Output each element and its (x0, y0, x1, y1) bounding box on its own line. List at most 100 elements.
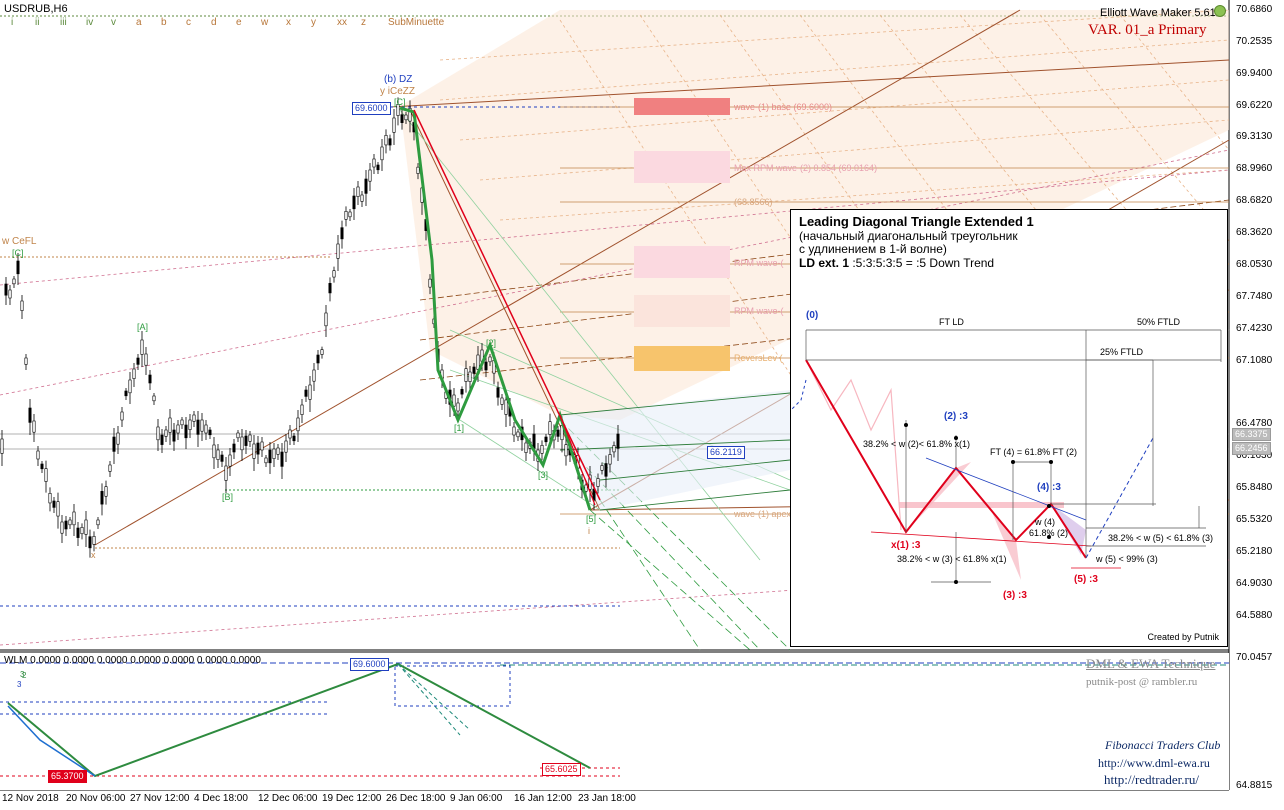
date-axis-label: 23 Jan 18:00 (578, 793, 636, 804)
candle (172, 429, 176, 442)
candle (248, 434, 252, 442)
candle (368, 169, 372, 182)
wave-label-2: [2] (486, 338, 497, 348)
candle (464, 368, 468, 382)
brand-email: putnik-post @ rambler.ru (1086, 676, 1198, 688)
candle (16, 260, 20, 275)
candle (304, 389, 308, 397)
candle (96, 519, 100, 526)
candle (116, 432, 120, 445)
zone-rpm1 (634, 246, 730, 278)
price-axis-label: 67.1080 (1236, 355, 1273, 366)
candle (596, 478, 600, 487)
wlm-axis-bottom: 64.8815 (1236, 780, 1273, 791)
candle (604, 463, 608, 477)
candle (164, 429, 168, 437)
price-axis-label: 65.5320 (1236, 514, 1273, 525)
candle (236, 432, 240, 439)
brand-technique: DML & EWA Technique (1086, 656, 1216, 671)
price-axis-label: 65.8480 (1236, 482, 1273, 493)
candle (8, 289, 12, 299)
wlm-mini-label-b: 2 (22, 671, 27, 680)
price-axis-label: 64.9030 (1236, 578, 1273, 589)
candle (488, 356, 492, 363)
price-axis-label: 67.4230 (1236, 323, 1273, 334)
indicator-status-icon[interactable] (1214, 5, 1226, 17)
candle (280, 451, 284, 467)
candle (584, 484, 588, 492)
candle (200, 419, 204, 432)
brand-club: Fibonacci Traders Club (1105, 738, 1221, 752)
wave-label-c-left: [C] (12, 248, 24, 258)
degree-label: xx (337, 17, 347, 28)
candle (352, 195, 356, 210)
candle (60, 521, 64, 534)
degree-label: c (186, 17, 191, 28)
candle (500, 397, 504, 405)
date-axis-label: 12 Nov 2018 (2, 793, 59, 804)
candle (416, 166, 420, 174)
degree-label: v (111, 17, 116, 28)
ld-ft-ld: FT LD (939, 317, 964, 327)
ld-subtitle-ru2: с удлинением в 1-й волне) (799, 242, 947, 256)
degree-label: SubMinuette (388, 17, 445, 28)
candle (68, 519, 72, 526)
wave-label-a: [A] (137, 322, 149, 332)
candle (84, 519, 88, 535)
date-axis-label: 19 Dec 12:00 (322, 793, 382, 804)
wave-label-b: [B] (222, 492, 234, 502)
wave-label-i: i (588, 526, 590, 536)
wave-path-green (399, 106, 592, 511)
candle (272, 448, 276, 459)
candle (20, 300, 24, 311)
level-max-rpm: Max RPM wave-(2) 0.854 (69.0164) (734, 163, 878, 173)
candle (504, 399, 508, 415)
level-rpm2: RPM wave-( (734, 306, 784, 316)
candle (256, 442, 260, 455)
degree-label: ii (35, 17, 40, 28)
price-tag-current: 66.2119 (707, 446, 745, 459)
candle (556, 429, 560, 437)
candle (600, 465, 604, 471)
candle (40, 463, 44, 470)
candle (12, 278, 16, 285)
price-axis-label: 68.9960 (1236, 163, 1273, 174)
candle (516, 431, 520, 438)
candle (328, 283, 332, 294)
candle (204, 424, 208, 434)
candle (288, 429, 292, 439)
price-tag-current-a: 66.3375 (1232, 428, 1271, 441)
degree-label: iv (86, 17, 94, 28)
brand-link-redtrader[interactable]: http://redtrader.ru/ (1104, 772, 1199, 787)
candle (372, 158, 376, 168)
symbol-label: USDRUB,H6 (4, 3, 68, 15)
candle (216, 449, 220, 460)
candle (120, 411, 124, 421)
candle (168, 417, 172, 433)
wlm-top-value: 69.6000 (350, 658, 389, 671)
price-axis-label: 70.6860 (1236, 4, 1273, 15)
candle (28, 407, 32, 423)
candle (300, 404, 304, 415)
wave-label-x: x (91, 550, 96, 560)
candle (212, 444, 216, 459)
candle (400, 114, 404, 123)
wlm-mini-label-c: 3 (17, 680, 22, 689)
price-axis-label: 64.5880 (1236, 610, 1273, 621)
brand-link-dml[interactable]: http://www.dml-ewa.ru (1098, 756, 1210, 770)
date-axis-label: 12 Dec 06:00 (258, 793, 318, 804)
candle (0, 438, 4, 454)
price-axis-label: 69.3130 (1236, 131, 1273, 142)
ld-label-4: (4) :3 (1037, 482, 1061, 493)
candle (92, 536, 96, 545)
ld-label-0: (0) (806, 310, 818, 321)
ld-ftld-25: 25% FTLD (1100, 347, 1144, 357)
ld-rule-3: 38.2% < w (3) < 61.8% x(1) (897, 554, 1007, 564)
candle (512, 426, 516, 436)
wave-label-c-top: [C] (394, 97, 406, 107)
candle (132, 368, 136, 379)
degree-label: x (286, 17, 291, 28)
ld-label-3: (3) :3 (1003, 590, 1027, 601)
candle (152, 395, 156, 402)
candle (608, 454, 612, 465)
